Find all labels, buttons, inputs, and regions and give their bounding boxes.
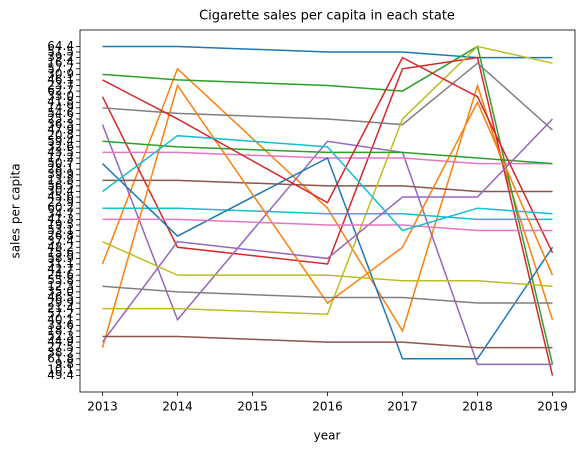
- series-line: [102, 134, 553, 232]
- y-tick-label: 58.9: [47, 251, 74, 265]
- y-tick-label: 39.2: [47, 50, 74, 64]
- y-tick-label: 37.4: [47, 234, 74, 248]
- y-tick-label: 12.3: [47, 279, 74, 293]
- plot-frame: [79, 29, 576, 393]
- y-tick-label: 20.8: [47, 128, 74, 142]
- y-tick-label: 49.4: [47, 368, 74, 382]
- x-tick-label: 2019: [537, 400, 568, 414]
- y-tick-label: 31.1: [47, 256, 74, 270]
- y-tick-label: 47.9: [47, 123, 74, 137]
- y-tick-label: 14.9: [47, 100, 74, 114]
- y-tick-label: 9.8: [55, 357, 74, 371]
- x-axis-label: year: [314, 429, 341, 443]
- series-line: [102, 207, 553, 221]
- y-tick-label: 42.7: [47, 262, 74, 276]
- y-tick-label: 48.2: [47, 240, 74, 254]
- y-tick-label: 32.6: [47, 139, 74, 153]
- series-line: [102, 45, 553, 59]
- y-tick-label: 16.4: [47, 56, 74, 70]
- y-tick-label: 30.4: [47, 184, 74, 198]
- y-tick-label: 22.9: [47, 195, 74, 209]
- y-tick-label: 51.5: [47, 45, 74, 59]
- series-line: [101, 67, 554, 333]
- series-line: [102, 179, 553, 193]
- y-tick-label: 27.5: [47, 340, 74, 354]
- y-tick-label: 45.6: [47, 190, 74, 204]
- y-tick-label: 19.5: [47, 217, 74, 231]
- y-tick-label: 64.4: [47, 39, 74, 53]
- y-tick-label: 30.9: [47, 67, 74, 81]
- y-tick-label: 36.3: [47, 117, 74, 131]
- x-tick-label: 2018: [462, 400, 493, 414]
- series-line: [101, 118, 554, 343]
- y-tick-label: 18.7: [47, 323, 74, 337]
- x-tick-label: 2013: [87, 400, 118, 414]
- series-line: [102, 56, 554, 254]
- y-tick-label: 53.1: [47, 223, 74, 237]
- x-tick-label: 2014: [162, 400, 193, 414]
- y-tick-label: 15.6: [47, 245, 74, 259]
- y-tick-label: 17.2: [47, 151, 74, 165]
- y-tick-label: 44.9: [47, 335, 74, 349]
- y-axis-label: sales per capita: [9, 163, 23, 258]
- y-tick-label: 57.2: [47, 307, 74, 321]
- series-line: [102, 335, 553, 349]
- y-tick-label: 59.4: [47, 134, 74, 148]
- series-line: [101, 56, 554, 376]
- x-tick-label: 2017: [387, 400, 418, 414]
- y-tick-label: 29.9: [47, 296, 74, 310]
- chart-title: Cigarette sales per capita in each state: [199, 9, 455, 24]
- series-line: [101, 156, 554, 360]
- y-tick-label: 40.1: [47, 312, 74, 326]
- y-tick-label: 21.4: [47, 301, 74, 315]
- y-tick-label: 33.0: [47, 89, 74, 103]
- y-tick-label: 61.8: [47, 351, 74, 365]
- y-tick-label: 54.6: [47, 106, 74, 120]
- series-line: [102, 45, 553, 315]
- series-line: [102, 45, 554, 365]
- y-tick-label: 10.1: [47, 362, 74, 376]
- y-tick-label: 38.2: [47, 346, 74, 360]
- series-line: [102, 151, 553, 165]
- y-tick-label: 33.6: [47, 318, 74, 332]
- x-tick-label: 2016: [312, 400, 343, 414]
- y-tick-label: 26.8: [47, 229, 74, 243]
- y-tick-label: 60.2: [47, 201, 74, 215]
- y-tick-label: 46.1: [47, 72, 74, 86]
- y-tick-label: 41.3: [47, 212, 74, 226]
- series-line: [101, 83, 554, 348]
- y-tick-label: 35.0: [47, 284, 74, 298]
- y-tick-label: 50.7: [47, 156, 74, 170]
- y-tick-label: 23.7: [47, 78, 74, 92]
- y-tick-label: 57.7: [47, 61, 74, 75]
- y-tick-label: 56.5: [47, 178, 74, 192]
- y-tick-label: 52.3: [47, 329, 74, 343]
- y-tick-label: 13.8: [47, 173, 74, 187]
- series-line: [102, 285, 553, 304]
- y-tick-label: 25.2: [47, 111, 74, 125]
- y-tick-label: 28.1: [47, 162, 74, 176]
- series-line: [102, 218, 553, 232]
- y-tick-label: 24.6: [47, 268, 74, 282]
- x-tick-label: 2015: [237, 400, 268, 414]
- y-tick-label: 41.8: [47, 95, 74, 109]
- y-tick-label: 34.7: [47, 206, 74, 220]
- y-tick-label: 39.9: [47, 167, 74, 181]
- series-line: [101, 124, 553, 366]
- y-tick-label: 46.5: [47, 290, 74, 304]
- y-tick-label: 43.5: [47, 145, 74, 159]
- series-line: [102, 240, 553, 288]
- y-tick-label: 55.8: [47, 273, 74, 287]
- y-tick-label: 62.7: [47, 84, 74, 98]
